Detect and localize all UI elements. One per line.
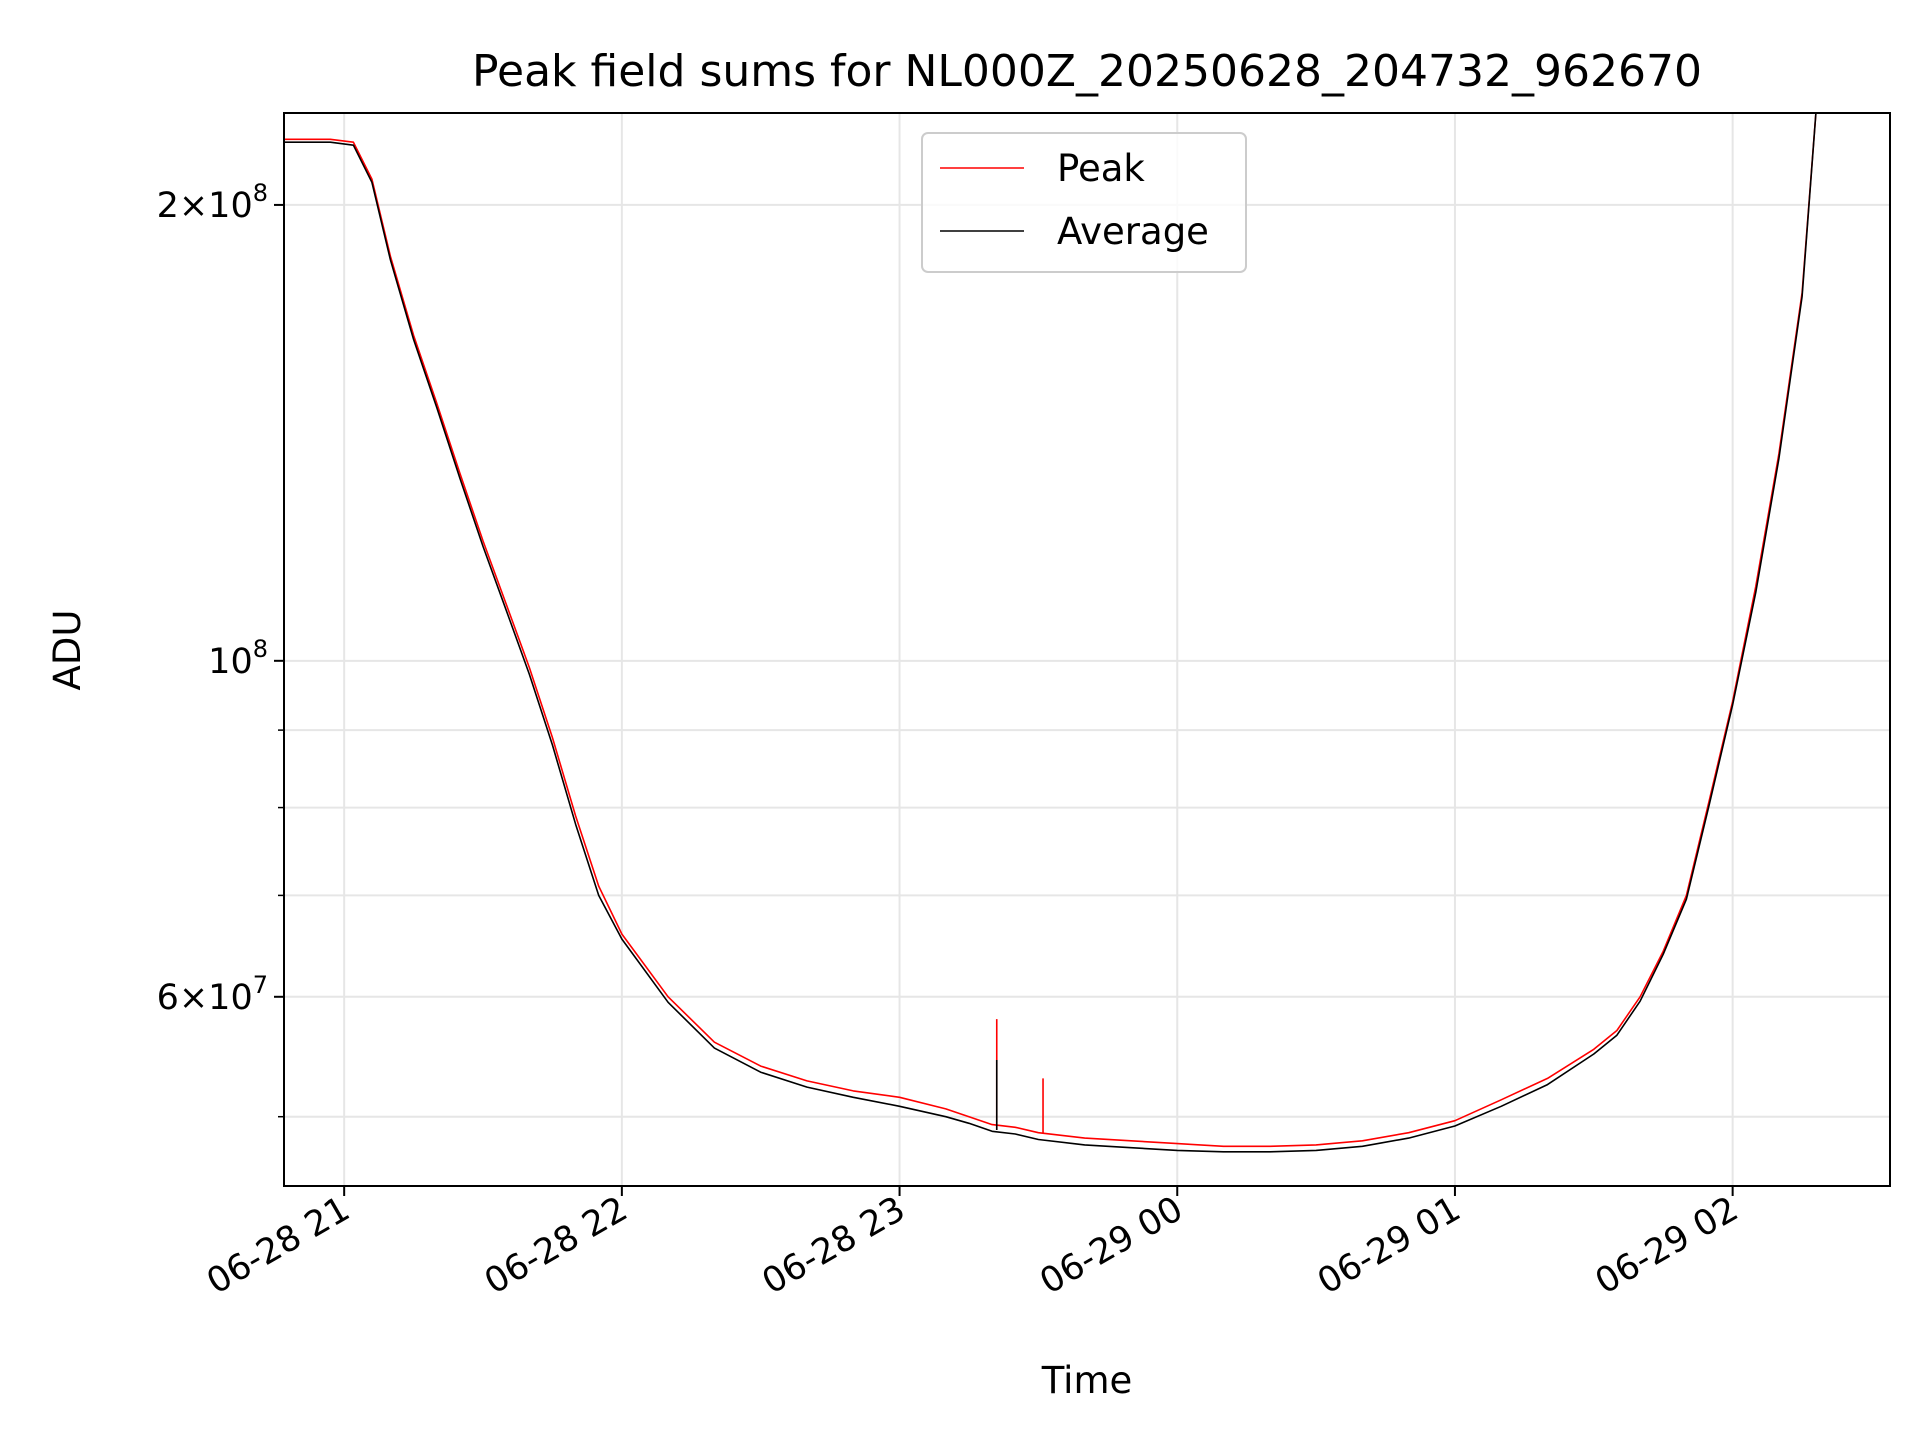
series-line-peak: [284, 113, 1817, 1148]
y-tick-label: 6×107: [157, 971, 268, 1018]
y-axis: 2×108 108 6×107: [157, 179, 284, 1118]
y-axis-label: ADU: [46, 610, 89, 691]
legend-label-peak: Peak: [1057, 147, 1145, 190]
legend: Peak Average: [921, 132, 1247, 273]
y-tick-label: 108: [208, 635, 268, 682]
series-line-average: [284, 113, 1817, 1153]
series-group: [284, 113, 1817, 1153]
plot-frame: [283, 112, 1891, 1187]
x-axis-label: Time: [1041, 1359, 1133, 1402]
legend-label-average: Average: [1057, 210, 1209, 253]
chart-title: Peak field sums for NL000Z_20250628_2047…: [472, 46, 1702, 97]
y-tick-label: 2×108: [157, 179, 268, 226]
grid: [284, 113, 1890, 1186]
